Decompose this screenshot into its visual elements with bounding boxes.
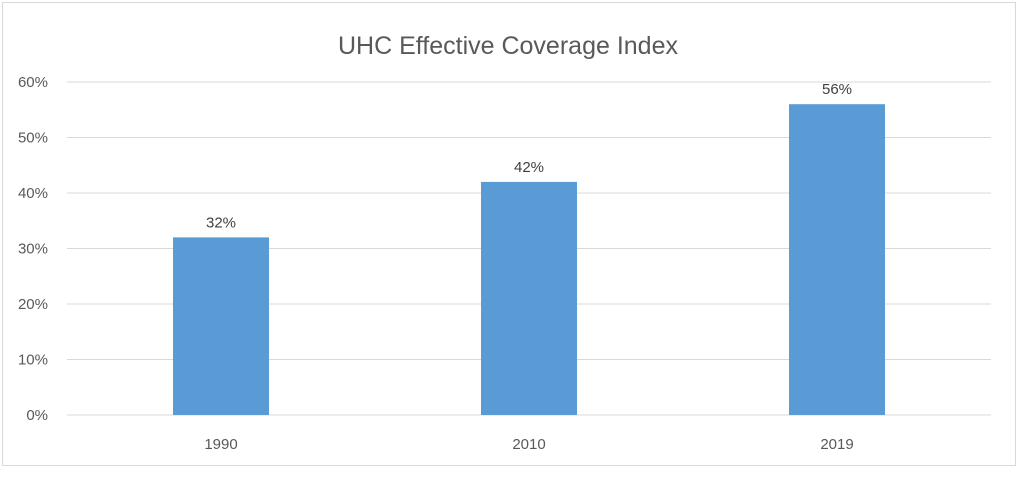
x-axis-ticks: 1990 2010 2019 [204, 436, 853, 453]
y-tick-label: 20% [18, 296, 48, 313]
bar-1990 [173, 237, 269, 415]
y-tick-label: 30% [18, 241, 48, 258]
data-labels: 32% 42% 56% [206, 81, 852, 231]
y-tick-label: 40% [18, 185, 48, 202]
y-axis-ticks: 0% 10% 20% 30% 40% 50% 60% [18, 74, 48, 424]
bars [173, 104, 885, 415]
chart-title: UHC Effective Coverage Index [338, 32, 678, 60]
data-label-1990: 32% [206, 214, 236, 231]
x-tick-label-1990: 1990 [204, 436, 237, 453]
y-tick-label: 50% [18, 130, 48, 147]
bar-2019 [789, 104, 885, 415]
x-tick-label-2019: 2019 [820, 436, 853, 453]
data-label-2010: 42% [514, 159, 544, 176]
bar-2010 [481, 181, 577, 415]
y-tick-label: 10% [18, 352, 48, 369]
y-tick-label: 0% [26, 407, 48, 424]
data-label-2019: 56% [822, 81, 852, 98]
y-tick-label: 60% [18, 74, 48, 91]
x-tick-label-2010: 2010 [512, 436, 545, 453]
